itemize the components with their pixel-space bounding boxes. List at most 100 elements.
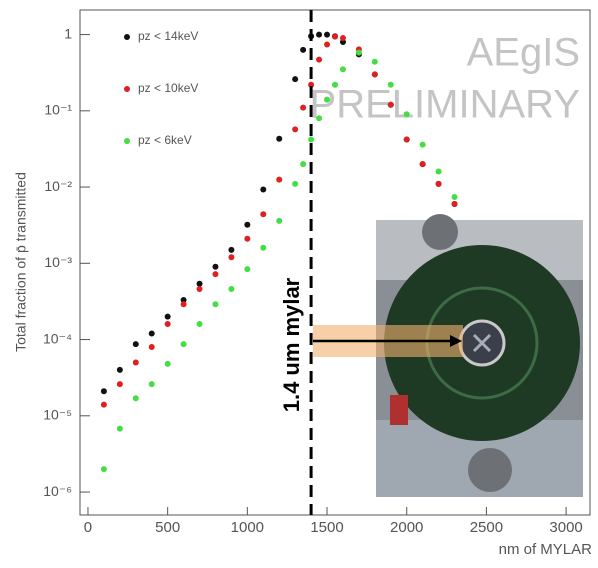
data-point	[228, 286, 235, 293]
y-tick-label: 10⁻⁶	[43, 483, 72, 499]
data-point	[387, 101, 394, 108]
data-point	[260, 186, 267, 193]
photo-screw	[422, 214, 458, 250]
data-point	[244, 266, 251, 273]
reference-label: 1.4 um mylar	[279, 277, 304, 412]
watermark-text: PRELIMINARY	[310, 83, 580, 127]
data-point	[196, 286, 203, 293]
data-point	[228, 246, 235, 253]
data-point	[116, 381, 123, 388]
data-point	[116, 425, 123, 432]
x-tick-label: 500	[155, 519, 180, 536]
data-point	[180, 297, 187, 304]
data-point	[164, 313, 171, 320]
data-point	[419, 161, 426, 168]
data-point	[355, 49, 362, 56]
data-point	[300, 46, 307, 53]
photo-foil	[472, 333, 492, 353]
watermark-text: AEgIS	[467, 31, 580, 75]
data-point	[164, 320, 171, 327]
data-point	[371, 58, 378, 65]
data-point	[387, 81, 394, 88]
legend-marker	[124, 86, 130, 92]
data-point	[260, 211, 267, 218]
data-point	[324, 96, 331, 103]
y-tick-label: 10⁻⁵	[43, 407, 72, 423]
data-point	[244, 221, 251, 228]
x-axis-label: nm of MYLAR	[499, 541, 593, 558]
data-point	[300, 161, 307, 168]
data-point	[228, 254, 235, 261]
photo-detail	[390, 395, 408, 425]
data-point	[451, 200, 458, 207]
photo-screw	[468, 448, 512, 492]
data-point	[292, 126, 299, 133]
data-point	[324, 31, 331, 38]
x-tick-label: 1500	[310, 519, 343, 536]
inset-photo	[376, 214, 583, 497]
watermark: AEgIS PRELIMINARY	[310, 31, 580, 127]
data-point	[435, 180, 442, 187]
data-point	[132, 359, 139, 366]
data-point	[332, 33, 338, 40]
data-point	[116, 366, 123, 373]
legend-label: pz < 14keV	[138, 29, 198, 43]
data-point	[332, 81, 338, 88]
data-point	[276, 176, 283, 183]
legend-label: pz < 6keV	[138, 133, 192, 147]
data-point	[132, 395, 139, 402]
data-point	[371, 71, 378, 78]
y-tick-label: 10⁻²	[44, 178, 72, 194]
data-point	[180, 341, 187, 348]
data-point	[212, 271, 219, 278]
x-tick-label: 2500	[470, 519, 503, 536]
data-point	[300, 104, 307, 111]
data-point	[148, 343, 155, 350]
y-tick-label: 10⁻¹	[44, 102, 72, 118]
data-point	[435, 168, 442, 175]
y-tick-label: 10⁻³	[44, 254, 72, 270]
y-tick-label: 10⁻⁴	[43, 330, 72, 346]
data-point	[403, 136, 410, 143]
data-point	[244, 235, 251, 242]
legend-marker	[124, 138, 130, 144]
data-point	[180, 301, 187, 308]
data-point	[260, 244, 267, 251]
plot-frame	[79, 9, 591, 516]
data-point	[148, 381, 155, 388]
data-point	[196, 280, 203, 287]
x-tick-label: 1000	[231, 519, 264, 536]
data-point	[276, 135, 283, 142]
data-point	[339, 35, 346, 42]
data-point	[292, 76, 299, 83]
x-tick-label: 3000	[549, 519, 582, 536]
legend-marker	[124, 34, 130, 40]
x-tick-label: 0	[84, 519, 92, 536]
data-points	[100, 31, 474, 473]
data-point	[100, 401, 107, 408]
data-point	[324, 41, 331, 48]
data-point	[164, 360, 171, 367]
data-point	[212, 263, 219, 270]
data-point	[196, 320, 203, 327]
arrowhead	[450, 335, 462, 347]
data-point	[212, 301, 219, 308]
data-point	[316, 115, 323, 122]
data-point	[451, 194, 458, 201]
data-point	[100, 388, 107, 395]
legend-label: pz < 10keV	[138, 81, 198, 95]
data-point	[148, 330, 155, 337]
data-point	[316, 56, 323, 63]
data-point	[308, 136, 315, 143]
data-point	[316, 31, 323, 38]
x-tick-label: 2000	[390, 519, 423, 536]
data-point	[403, 111, 410, 118]
data-point	[132, 341, 139, 348]
data-point	[292, 180, 299, 187]
y-tick-label: 1	[64, 25, 72, 41]
data-point	[339, 66, 346, 73]
data-point	[276, 217, 283, 224]
y-axis-label: Total fraction of p̄ transmitted	[13, 172, 29, 352]
data-point	[100, 466, 107, 473]
